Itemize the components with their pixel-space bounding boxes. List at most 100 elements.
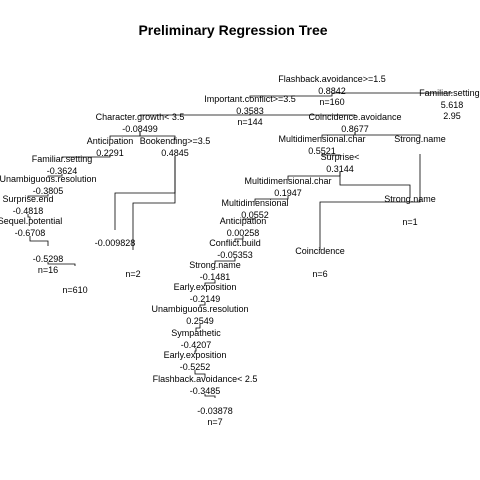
tree-node-value-label: -0.4818 — [13, 206, 44, 216]
tree-edge — [331, 92, 453, 94]
tree-node-split-label: Bookending>=3.5 — [140, 136, 211, 146]
tree-edge — [61, 156, 111, 158]
tree-node-value-label: 0.8677 — [341, 124, 369, 134]
tree-node-value-label: 5.618 — [441, 100, 464, 110]
tree-node-value-label: 0.3583 — [236, 106, 264, 116]
tree-node-count-label: n=6 — [312, 269, 327, 279]
tree-node: Multidimensional.char 0.1947 — [244, 176, 331, 198]
tree-node-split-label: Multidimensional.char — [278, 134, 365, 144]
tree-node-value-label: 0.3144 — [326, 164, 354, 174]
tree-node-split-label: Important.conflict>=3.5 — [204, 94, 296, 104]
tree-node-split-label: Early.exposition — [174, 282, 237, 292]
tree-node-split-label: Sequel.potential — [0, 216, 62, 226]
tree-node-split-label: Character.growth< 3.5 — [96, 112, 185, 122]
tree-node: Strong.name n=1 — [384, 194, 436, 227]
tree-edge — [254, 196, 289, 202]
tree-edge — [234, 236, 244, 242]
tree-node-value-label: -0.1481 — [200, 272, 231, 282]
tree-node: Flashback.avoidance< 2.5 -0.3485 — [153, 374, 258, 396]
tree-node-value-label: -0.3485 — [190, 386, 221, 396]
tree-node-count-label: n=160 — [319, 97, 344, 107]
tree-edge — [195, 324, 201, 332]
tree-edge — [194, 348, 197, 354]
tree-node-value-label: -0.08499 — [122, 124, 158, 134]
tree-node-value-label: 0.0552 — [241, 210, 269, 220]
tree-node-split-label: Strong.name — [384, 194, 436, 204]
tree-node: Strong.name -0.1481 — [189, 260, 241, 282]
tree-node-split-label: Surprise< — [321, 152, 360, 162]
tree-node: n=610 — [62, 285, 87, 295]
tree-node-split-label: Familiar.setting> — [419, 88, 480, 98]
tree-node: Anticipation 0.2291 — [87, 136, 134, 158]
tree-node-split-label: Sympathetic — [171, 328, 221, 338]
tree-node-value-label: 0.4845 — [161, 148, 189, 158]
tree-node-split-label: Conflict.build — [209, 238, 261, 248]
tree-node-value-label: 0.8842 — [318, 86, 346, 96]
tree-node: Surprise.end -0.4818 — [2, 194, 53, 216]
tree-edge — [27, 214, 31, 220]
tree-node-value-label: 0.1947 — [274, 188, 302, 198]
tree-edge — [249, 94, 333, 98]
tree-node-value-label: 0.2549 — [186, 316, 214, 326]
tree-node: Bookending>=3.5 0.4845 — [140, 136, 211, 158]
tree-node-split-label: Strong.name — [394, 134, 446, 144]
tree-node-value-label: 0.00258 — [227, 228, 260, 238]
tree-edge — [242, 218, 256, 220]
tree-node-value-label: -0.3624 — [47, 166, 78, 176]
tree-node: Familiar.setting -0.3624 — [32, 154, 93, 176]
tree-node-value-label: -0.5298 — [33, 254, 64, 264]
tree-edge — [319, 154, 421, 250]
tree-node-value-label: -0.2149 — [190, 294, 221, 304]
tree-node: Coincidence.avoidance 0.8677 — [308, 112, 401, 134]
tree-edge — [204, 280, 216, 286]
tree-node-split-label: Early.exposition — [164, 350, 227, 360]
tree-node-split-label: Anticipation — [220, 216, 267, 226]
tree-node-count-label: n=7 — [207, 417, 222, 427]
tree-edge — [354, 132, 421, 138]
tree-node: Conflict.build -0.05353 — [209, 238, 261, 260]
tree-edge — [47, 174, 63, 178]
tree-node-value-label: -0.4207 — [181, 340, 212, 350]
tree-node-split-label: Strong.name — [189, 260, 241, 270]
tree-node-split-label: Multidimensional.char — [244, 176, 331, 186]
tree-node-split-label: Unambiguous.resolution — [0, 174, 97, 184]
tree-node-split-label: Flashback.avoidance>=1.5 — [278, 74, 386, 84]
tree-edge — [204, 394, 216, 398]
tree-node: Sympathetic -0.4207 — [171, 328, 221, 350]
tree-edge — [27, 194, 49, 198]
tree-node: Strong.name — [394, 134, 446, 144]
tree-edge — [194, 370, 206, 378]
tree-node-count-label: n=144 — [237, 117, 262, 127]
tree-node-value-label: -0.6708 — [15, 228, 46, 238]
tree-node: Sequel.potential -0.6708 — [0, 216, 62, 238]
tree-node-split-label: Anticipation — [87, 136, 134, 146]
tree-node-value-label: -0.03878 — [197, 406, 233, 416]
plot-title: Preliminary Regression Tree — [138, 22, 327, 38]
tree-edge — [249, 114, 356, 116]
tree-node-count-label: n=1 — [402, 217, 417, 227]
tree-node: Coincidence n=6 — [295, 246, 345, 279]
tree-edge — [199, 302, 206, 308]
tree-node-split-label: Flashback.avoidance< 2.5 — [153, 374, 258, 384]
tree-edge — [214, 258, 236, 264]
tree-edge — [47, 262, 76, 266]
tree-node-split-label: Familiar.setting — [32, 154, 93, 164]
tree-node-split-label: Multidimensional — [221, 198, 288, 208]
tree-node-split-label: Unambiguous.resolution — [151, 304, 248, 314]
tree-edge — [29, 236, 49, 246]
tree-node-split-label: Coincidence.avoidance — [308, 112, 401, 122]
tree-edge — [339, 172, 411, 198]
tree-node: Early.exposition -0.2149 — [174, 282, 237, 304]
tree-node: Character.growth< 3.5 -0.08499 — [96, 112, 185, 134]
tree-edges — [27, 92, 453, 398]
tree-node-value-label: 0.5521 — [308, 146, 336, 156]
tree-node-value-label: -0.5252 — [180, 362, 211, 372]
tree-edge — [132, 156, 176, 250]
